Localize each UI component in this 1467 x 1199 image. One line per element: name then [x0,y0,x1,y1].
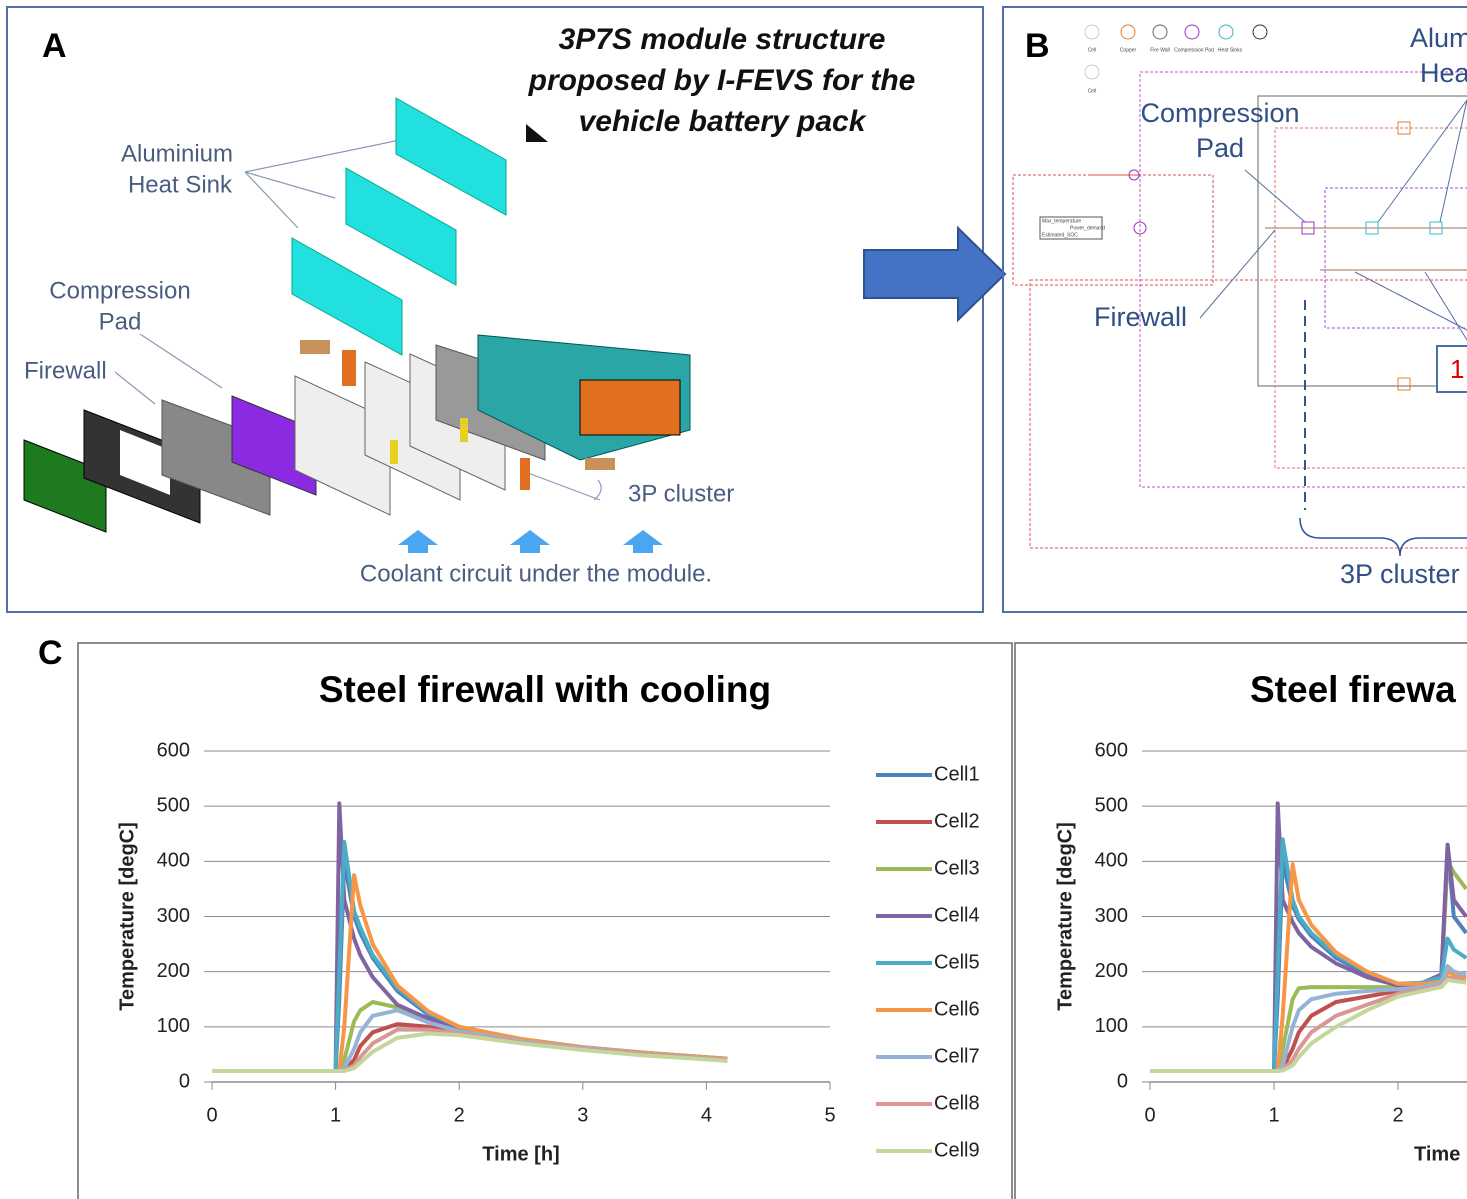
panel-label: B [1025,27,1050,65]
chart-title: Steel firewall with cooling [319,669,771,710]
corner-mark [526,124,548,142]
y-tick-label: 400 [157,850,190,872]
legend-text: Compression Pad [1174,47,1214,53]
series-line [1150,862,1467,1073]
x-tick-label: 1 [1268,1104,1279,1126]
schematic [1012,24,1467,557]
x-tick-label: 1 [330,1104,341,1126]
y-tick-label: 100 [157,1015,190,1037]
y-tick-label: 300 [1095,905,1128,927]
y-tick-label: 600 [157,739,190,761]
series-line [212,859,728,1073]
legend-label: Cell4 [934,904,980,926]
legend-label: Cell7 [934,1045,980,1067]
panel-label: C [38,634,63,672]
title-line: proposed by I-FEVS for the [528,64,916,97]
chart-title: Steel firewa [1250,669,1456,710]
cluster-label: 3P cluster [1340,559,1460,589]
legend-text: Fire Wall [1150,47,1170,53]
x-tick-label: 2 [1392,1104,1403,1126]
series-line [212,1031,728,1073]
signal-text: Estimated_SOC [1042,232,1078,238]
legend-label: Cell3 [934,857,980,879]
pad-label: Pad [99,308,142,335]
x-tick-label: 0 [1144,1104,1155,1126]
x-axis-label: Time [1414,1143,1460,1165]
legend-text: Cell [1088,88,1097,94]
legend-text: Cell [1088,47,1097,53]
series-line [1150,837,1467,1073]
firewall-label: Firewall [24,357,107,384]
flow-arrow [863,225,1007,323]
coolant-arrows [398,530,663,553]
x-tick-label: 4 [701,1104,712,1126]
x-axis-label: Time [h] [482,1143,559,1165]
legend-label: Cell9 [934,1139,980,1161]
signal-text: Power_demand [1070,225,1105,231]
panel-label: A [42,27,67,65]
heat-sink-label: Hea [1420,58,1467,88]
legend-label: Cell1 [934,763,980,785]
signal-text: Max_temperature [1042,218,1081,224]
legend-label: Cell5 [934,951,980,973]
firewall-label: Firewall [1094,302,1187,332]
y-tick-label: 200 [1095,960,1128,982]
panel-b-frame [1002,6,1467,613]
chart-frame [77,642,1013,1199]
legend-label: Cell8 [934,1092,980,1114]
panel-a-frame [6,6,984,613]
coolant-label: Coolant circuit under the module. [360,560,712,587]
series-line [212,1008,728,1073]
series-line [212,873,728,1073]
y-tick-label: 0 [1117,1070,1128,1092]
chart-frame [1014,642,1467,1199]
y-tick-label: 600 [1095,739,1128,761]
legend-label: Cell6 [934,998,980,1020]
y-axis-label: Temperature [degC] [116,822,138,1011]
heat-sink-label: Aluminium [121,140,233,167]
x-tick-label: 2 [454,1104,465,1126]
marker-box [1436,345,1467,393]
pad-label: Compression [49,277,190,304]
y-tick-label: 0 [179,1070,190,1092]
legend-text: Copper [1120,47,1137,53]
heat-sink-label: Alum [1410,23,1467,53]
y-tick-label: 500 [157,794,190,816]
y-axis-label: Temperature [degC] [1054,822,1076,1011]
pad-label: Pad [1196,133,1244,163]
x-tick-label: 0 [206,1104,217,1126]
callouts [114,139,602,501]
series-line [1150,977,1467,1073]
y-tick-label: 400 [1095,850,1128,872]
heat-sink-label: Heat Sink [128,171,233,198]
y-tick-label: 100 [1095,1015,1128,1037]
title-line: vehicle battery pack [579,105,867,138]
title-line: 3P7S module structure [559,23,886,56]
legend-label: Cell2 [934,810,980,832]
x-tick-label: 5 [824,1104,835,1126]
x-tick-label: 3 [577,1104,588,1126]
y-tick-label: 300 [157,905,190,927]
y-tick-label: 200 [157,960,190,982]
pad-label: Compression [1140,98,1299,128]
legend-text: Heat Sinks [1218,47,1243,53]
marker: 1 [1450,354,1464,384]
series-line [1150,801,1467,1073]
y-tick-label: 500 [1095,794,1128,816]
module-drawing [23,97,691,533]
cluster-label: 3P cluster [628,480,734,507]
